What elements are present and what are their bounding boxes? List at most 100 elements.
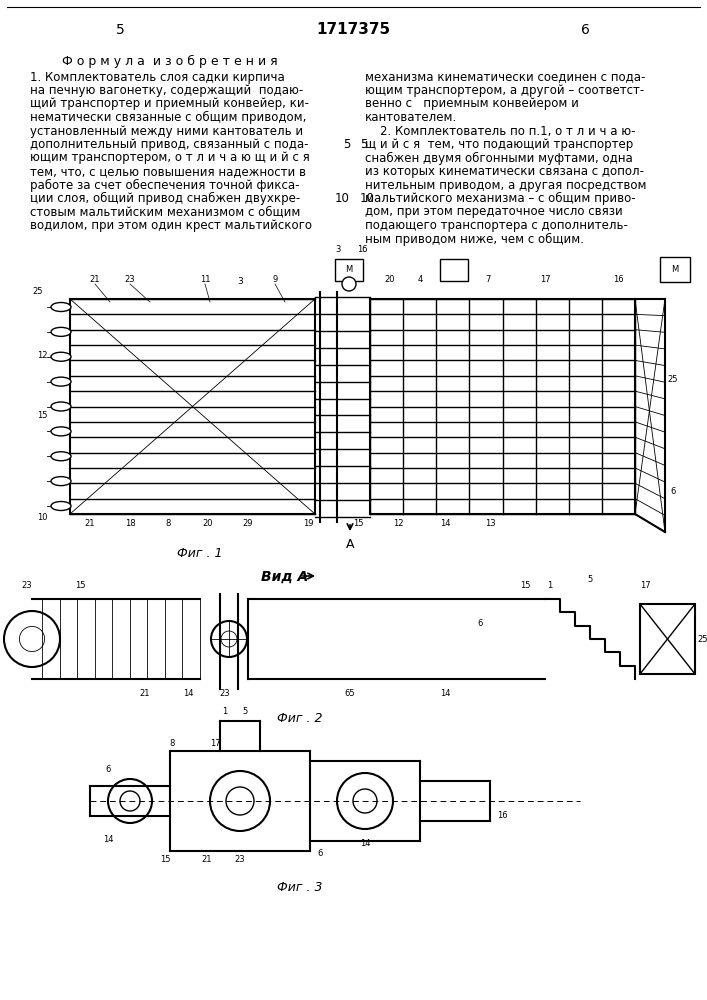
Text: стовым мальтийским механизмом с общим: стовым мальтийским механизмом с общим — [30, 206, 300, 219]
Text: 21: 21 — [85, 520, 95, 528]
Text: 2. Комплектователь по п.1, о т л и ч а ю-: 2. Комплектователь по п.1, о т л и ч а ю… — [365, 124, 636, 137]
Text: 7: 7 — [485, 274, 491, 284]
Circle shape — [353, 789, 377, 813]
Circle shape — [342, 277, 356, 291]
Ellipse shape — [51, 377, 71, 386]
Text: венно с   приемным конвейером и: венно с приемным конвейером и — [365, 98, 579, 110]
Text: щий транспортер и приемный конвейер, ки-: щий транспортер и приемный конвейер, ки- — [30, 98, 309, 110]
Text: Фиг . 3: Фиг . 3 — [277, 881, 323, 894]
Text: 16: 16 — [497, 812, 508, 820]
Text: 6: 6 — [317, 848, 322, 857]
Text: 5: 5 — [360, 138, 368, 151]
Text: 5: 5 — [343, 138, 350, 151]
Text: 6: 6 — [670, 488, 676, 496]
Text: нительным приводом, а другая посредством: нительным приводом, а другая посредством — [365, 178, 646, 192]
Text: 17: 17 — [210, 738, 221, 748]
Text: 21: 21 — [90, 274, 100, 284]
Ellipse shape — [51, 327, 71, 336]
Ellipse shape — [51, 477, 71, 486]
Text: 17: 17 — [539, 274, 550, 284]
Text: 14: 14 — [440, 690, 450, 698]
Text: кантователем.: кантователем. — [365, 111, 457, 124]
Circle shape — [337, 773, 393, 829]
Text: щ и й с я  тем, что подающий транспортер: щ и й с я тем, что подающий транспортер — [365, 138, 633, 151]
Text: 15: 15 — [160, 854, 170, 863]
Bar — [440, 259, 468, 281]
Text: 16: 16 — [613, 274, 624, 284]
Text: 5: 5 — [116, 23, 124, 37]
Ellipse shape — [51, 502, 71, 510]
Text: A: A — [346, 538, 354, 551]
Text: 11: 11 — [200, 274, 210, 284]
Text: 15: 15 — [75, 582, 86, 590]
Text: 1717375: 1717375 — [316, 22, 390, 37]
Text: 1б: 1б — [357, 244, 367, 253]
Circle shape — [226, 787, 254, 815]
Text: 19: 19 — [303, 520, 313, 528]
Text: 10: 10 — [360, 192, 375, 205]
Text: 21: 21 — [140, 690, 151, 698]
Text: Фиг . 1: Фиг . 1 — [177, 547, 223, 560]
Text: 14: 14 — [182, 690, 193, 698]
Text: M: M — [672, 264, 679, 273]
Text: 29: 29 — [243, 520, 253, 528]
Text: 6: 6 — [477, 619, 483, 629]
Text: 23: 23 — [124, 274, 135, 284]
Text: 25: 25 — [33, 288, 43, 296]
Text: 14: 14 — [440, 520, 450, 528]
Text: дополнительный привод, связанный с пода-: дополнительный привод, связанный с пода- — [30, 138, 308, 151]
Text: Вид A: Вид A — [262, 570, 309, 584]
Bar — [335, 259, 363, 281]
Ellipse shape — [51, 352, 71, 361]
Text: 18: 18 — [124, 520, 135, 528]
Circle shape — [108, 779, 152, 823]
Text: нематически связанные с общим приводом,: нематически связанные с общим приводом, — [30, 111, 306, 124]
Text: 10: 10 — [37, 512, 47, 522]
Text: 21: 21 — [201, 854, 212, 863]
Text: тем, что, с целью повышения надежности в: тем, что, с целью повышения надежности в — [30, 165, 306, 178]
Text: 6: 6 — [105, 764, 111, 774]
Text: установленный между ними кантователь и: установленный между ними кантователь и — [30, 124, 303, 137]
Circle shape — [19, 626, 45, 652]
Text: 23: 23 — [220, 690, 230, 698]
Bar — [660, 257, 690, 282]
Text: дом, при этом передаточное число связи: дом, при этом передаточное число связи — [365, 206, 623, 219]
Text: из которых кинематически связана с допол-: из которых кинематически связана с допол… — [365, 165, 644, 178]
Circle shape — [221, 631, 237, 647]
Text: 12: 12 — [37, 351, 47, 360]
Text: 8: 8 — [165, 520, 170, 528]
Text: 23: 23 — [235, 854, 245, 863]
Text: 20: 20 — [385, 274, 395, 284]
Text: ции слоя, общий привод снабжен двухкре-: ции слоя, общий привод снабжен двухкре- — [30, 192, 300, 205]
Text: ющим транспортером, о т л и ч а ю щ и й с я: ющим транспортером, о т л и ч а ю щ и й … — [30, 151, 310, 164]
Circle shape — [120, 791, 140, 811]
Circle shape — [4, 611, 60, 667]
Text: 14: 14 — [103, 834, 113, 844]
Text: на печную вагонетку, содержащий  подаю-: на печную вагонетку, содержащий подаю- — [30, 84, 303, 97]
Text: 8: 8 — [169, 738, 175, 748]
Text: 14: 14 — [360, 838, 370, 848]
Ellipse shape — [51, 427, 71, 436]
Circle shape — [210, 771, 270, 831]
Text: 15: 15 — [37, 410, 47, 420]
Bar — [640, 604, 695, 674]
Text: 5: 5 — [243, 706, 247, 716]
Text: 3: 3 — [335, 244, 341, 253]
Text: 25: 25 — [698, 635, 707, 644]
Text: ным приводом ниже, чем с общим.: ным приводом ниже, чем с общим. — [365, 232, 584, 246]
Text: 17: 17 — [640, 582, 650, 590]
Text: 1: 1 — [223, 706, 228, 716]
Text: Фиг . 2: Фиг . 2 — [277, 712, 323, 725]
Text: M: M — [346, 265, 353, 274]
Text: снабжен двумя обгонными муфтами, одна: снабжен двумя обгонными муфтами, одна — [365, 151, 633, 165]
Ellipse shape — [51, 302, 71, 312]
Text: Ф о р м у л а  и з о б р е т е н и я: Ф о р м у л а и з о б р е т е н и я — [62, 55, 278, 68]
Circle shape — [211, 621, 247, 657]
Text: механизма кинематически соединен с пода-: механизма кинематически соединен с пода- — [365, 70, 645, 84]
Text: работе за счет обеспечения точной фикса-: работе за счет обеспечения точной фикса- — [30, 178, 300, 192]
Text: 65: 65 — [345, 690, 356, 698]
Text: 5: 5 — [588, 574, 592, 584]
Text: 15: 15 — [353, 520, 363, 528]
Text: ющим транспортером, а другой – соответст-: ющим транспортером, а другой – соответст… — [365, 84, 644, 97]
Text: 12: 12 — [393, 520, 403, 528]
